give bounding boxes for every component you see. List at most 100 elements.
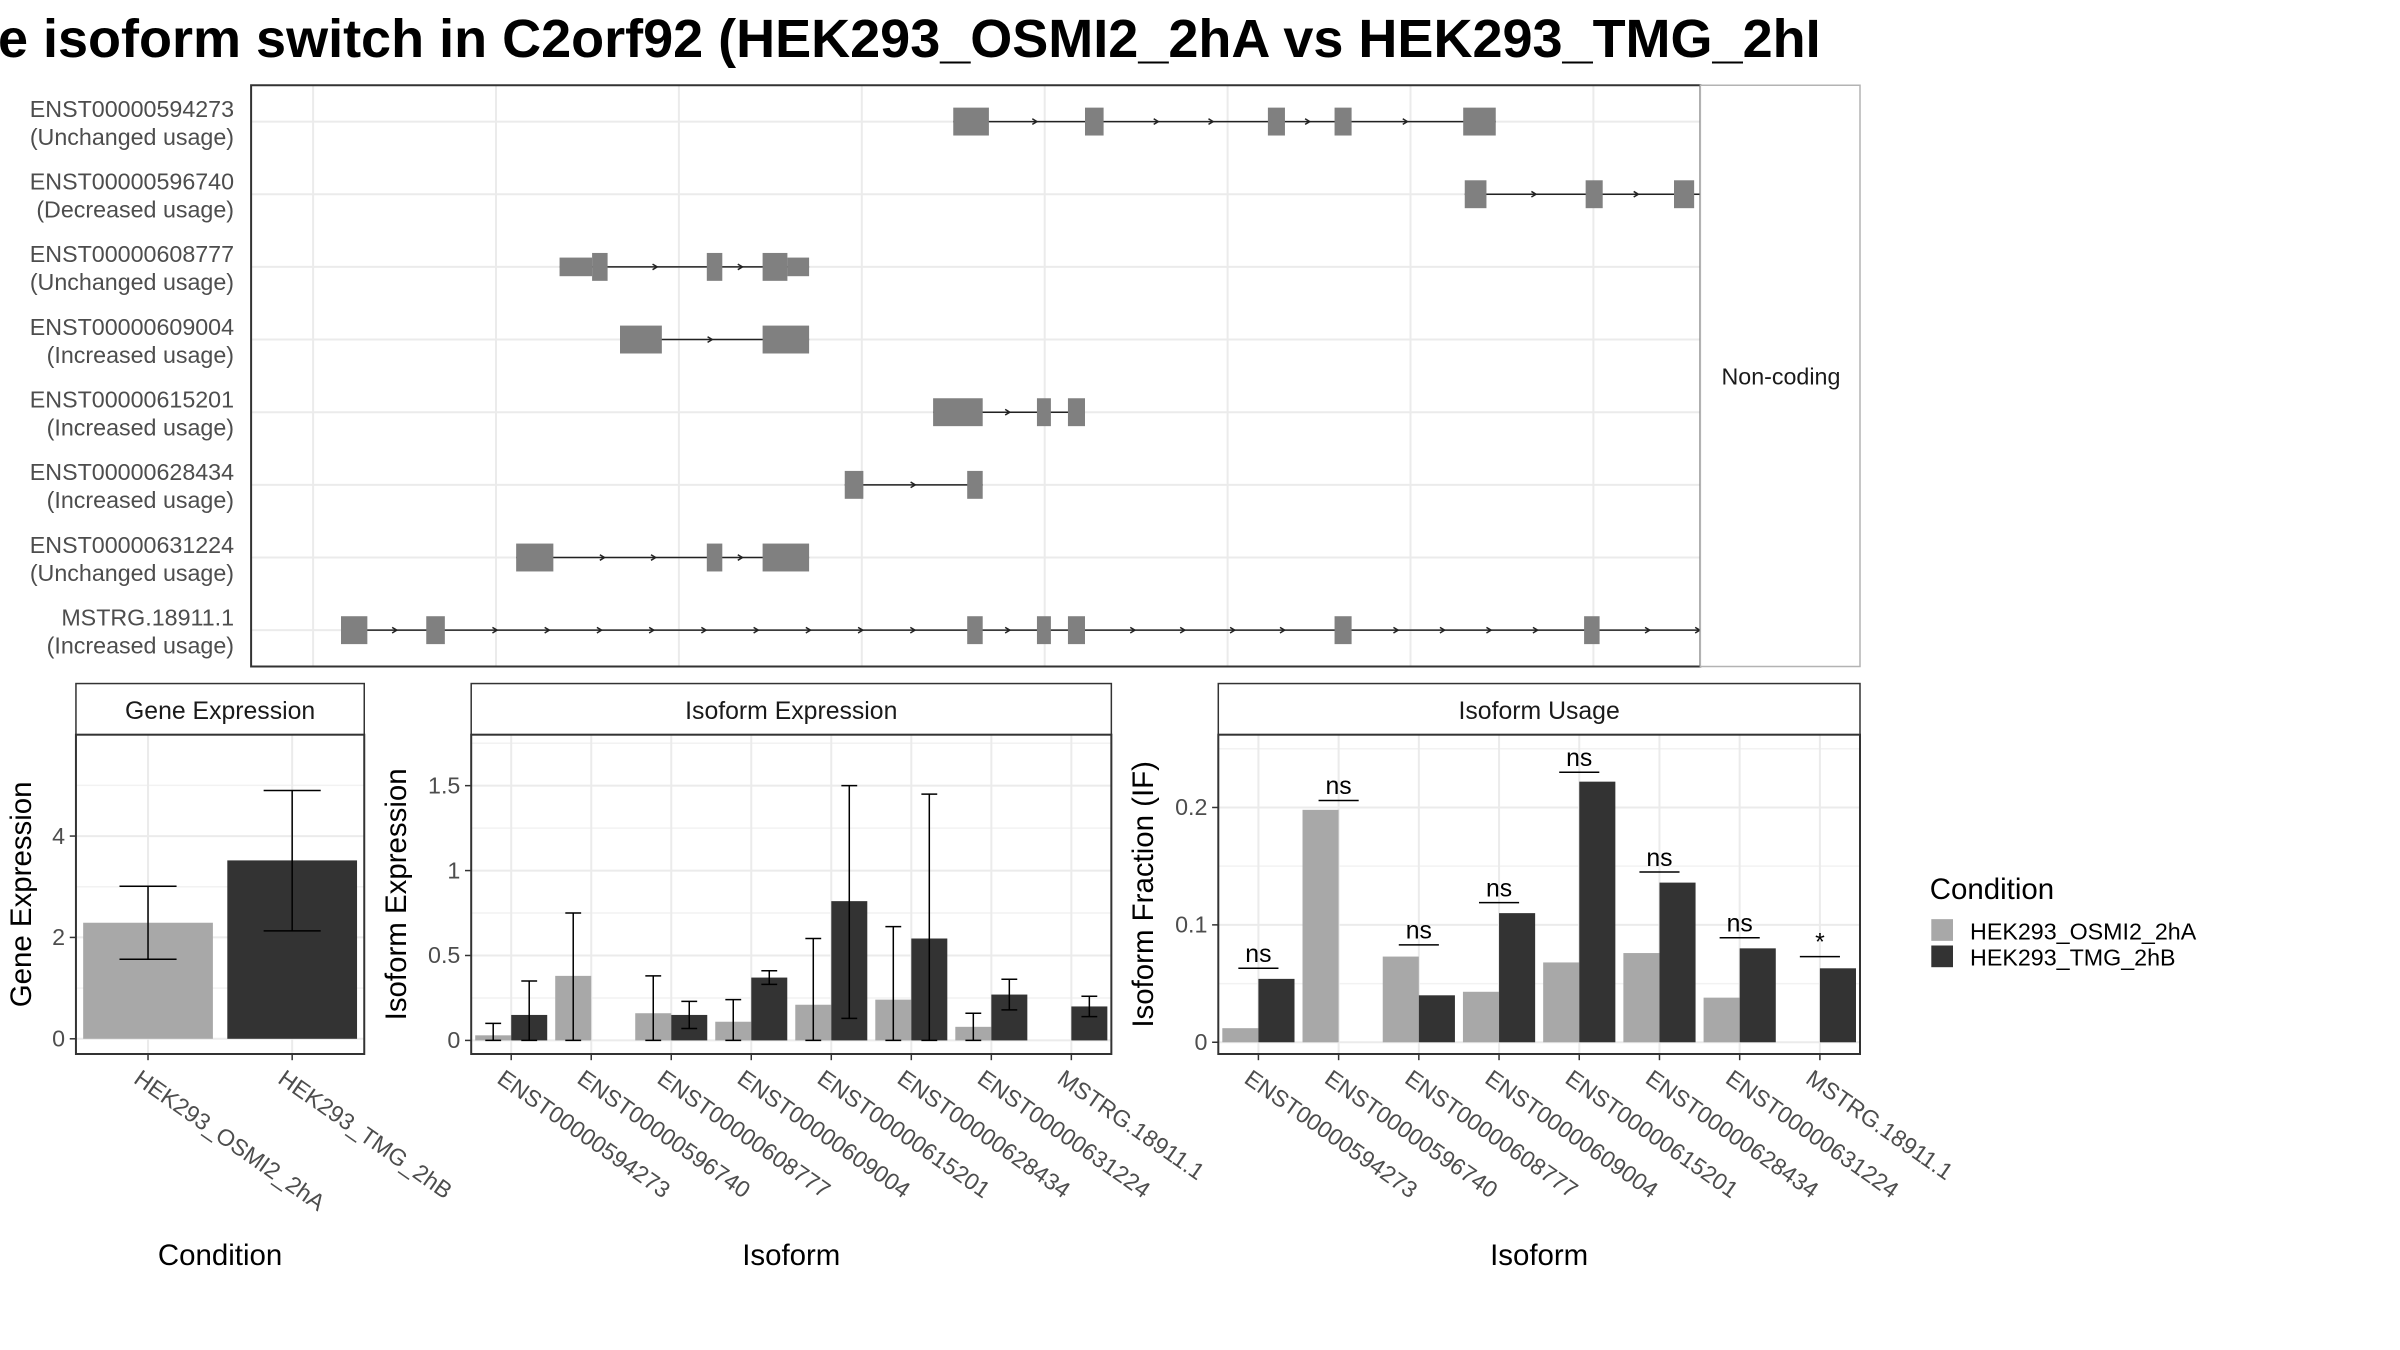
transcript-id: MSTRG.18911.1 <box>61 605 234 631</box>
strip-label: Isoform Expression <box>685 698 897 725</box>
significance-label: ns <box>1566 745 1592 772</box>
legend-swatch <box>1931 945 1953 968</box>
x-axis-title: Isoform <box>742 1239 840 1272</box>
bar <box>1579 781 1616 1043</box>
strip-label-non-coding: Non-coding <box>1721 363 1840 389</box>
transcript-usage-label: (Increased usage) <box>47 414 234 440</box>
significance-label: ns <box>1245 941 1271 968</box>
direction-arrow <box>1153 118 1160 126</box>
exon <box>620 325 662 354</box>
transcript-id: ENST00000594273 <box>30 96 234 122</box>
bar <box>751 977 788 1041</box>
transcript-id: ENST00000609004 <box>30 314 234 340</box>
direction-arrow <box>599 554 606 561</box>
direction-arrow <box>753 626 760 634</box>
y-tick-label: 0 <box>447 1027 460 1053</box>
exon <box>706 543 723 572</box>
direction-arrow <box>737 263 744 271</box>
exon <box>1585 180 1603 209</box>
y-tick-label: 2 <box>52 924 65 950</box>
exon <box>1464 180 1487 209</box>
significance-label: ns <box>1486 875 1512 902</box>
transcript-row <box>953 107 1496 136</box>
direction-arrow <box>1633 190 1640 198</box>
y-tick-label: 1.5 <box>428 772 460 798</box>
exon <box>1334 616 1352 645</box>
gene-expression-panel: Gene Expression024HEK293_OSMI2_2hAHEK293… <box>5 682 457 1272</box>
transcript-row <box>844 470 983 499</box>
transcript-row <box>516 543 810 572</box>
direction-arrow <box>648 626 656 634</box>
bar <box>1659 882 1696 1043</box>
exon <box>953 107 989 136</box>
legend-title: Condition <box>1930 873 2054 906</box>
exon <box>1674 180 1695 209</box>
bar <box>1739 948 1776 1043</box>
direction-arrow <box>1644 626 1652 634</box>
exon <box>706 252 723 281</box>
significance-label: ns <box>1646 845 1672 872</box>
exon <box>844 470 864 499</box>
panel-border <box>470 733 1113 1055</box>
x-axis-title: Condition <box>158 1239 282 1272</box>
plot-title: he isoform switch in C2orf92 (HEK293_OSM… <box>0 9 1821 69</box>
direction-arrow <box>1004 408 1012 416</box>
exon <box>1067 616 1085 645</box>
legend-label: HEK293_OSMI2_2hA <box>1970 918 2197 944</box>
transcript-id: ENST00000615201 <box>30 387 234 413</box>
x-axis-title: Isoform <box>1490 1239 1588 1272</box>
exon <box>341 616 368 645</box>
direction-arrow <box>652 263 659 271</box>
exon <box>762 252 788 281</box>
bar <box>1543 962 1580 1043</box>
transcript-id: ENST00000608777 <box>30 241 234 267</box>
panel-border <box>1217 733 1862 1055</box>
exon <box>1085 107 1104 136</box>
direction-arrow <box>1304 118 1312 126</box>
y-tick-label: 0 <box>52 1026 65 1052</box>
panel-border <box>74 733 366 1055</box>
direction-arrow <box>1208 118 1215 126</box>
transcript-usage-label: (Increased usage) <box>47 342 234 368</box>
bar <box>1418 995 1455 1043</box>
direction-arrow <box>391 626 399 634</box>
direction-arrow <box>1031 118 1039 126</box>
strip-box <box>1699 84 1861 668</box>
exon <box>967 470 983 499</box>
transcript-id: ENST00000596740 <box>30 169 234 195</box>
transcript-row <box>933 398 1085 427</box>
transcript-row <box>620 325 810 354</box>
bar <box>1499 913 1536 1043</box>
transcript-usage-label: (Decreased usage) <box>36 196 234 222</box>
direction-arrow <box>737 554 744 561</box>
strip-label: Gene Expression <box>125 698 315 725</box>
direction-arrow <box>857 626 865 634</box>
transcript-usage-label: (Unchanged usage) <box>30 269 234 295</box>
bar <box>1382 956 1419 1043</box>
isoform-expression-panel: Isoform Expression00.511.5ENST0000059427… <box>380 682 1209 1272</box>
y-axis-title: Isoform Fraction (IF) <box>1127 761 1160 1028</box>
direction-arrow <box>805 626 812 634</box>
y-axis-title: Isoform Expression <box>380 768 413 1020</box>
y-tick-label: 1 <box>447 857 460 883</box>
direction-arrow <box>1532 626 1540 634</box>
direction-arrow <box>1402 118 1409 126</box>
exon <box>1067 398 1085 427</box>
strip-label: Isoform Usage <box>1459 698 1620 725</box>
bar <box>1258 978 1295 1043</box>
direction-arrow <box>1229 626 1237 634</box>
direction-arrow <box>1004 626 1012 634</box>
direction-arrow <box>1486 626 1493 634</box>
legend-label: HEK293_TMG_2hB <box>1970 945 2175 971</box>
direction-arrow <box>1129 626 1137 634</box>
direction-arrow <box>910 481 917 489</box>
bar <box>1462 991 1500 1043</box>
direction-arrow <box>909 626 917 634</box>
direction-arrow <box>650 554 658 561</box>
direction-arrow <box>1393 626 1400 634</box>
exon <box>1036 398 1051 427</box>
transcript-panel: ENST00000594273(Unchanged usage)ENST0000… <box>30 84 1861 668</box>
y-tick-label: 0 <box>1195 1029 1208 1055</box>
